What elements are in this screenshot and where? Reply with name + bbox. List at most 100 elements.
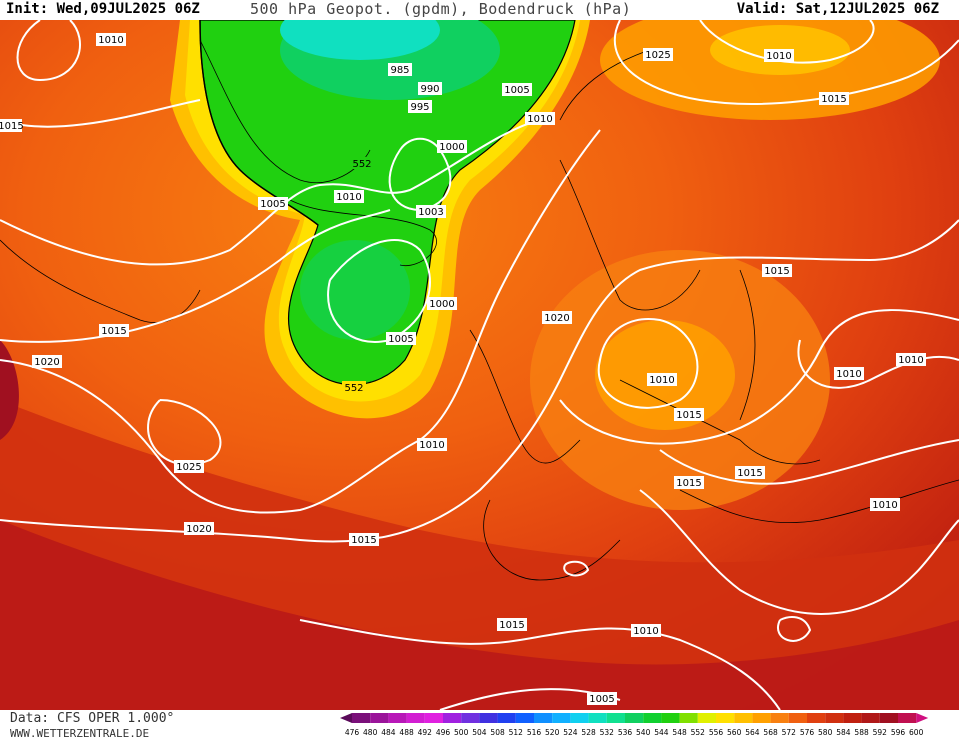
- pressure-label: 1015: [349, 533, 379, 546]
- legend-label: 484: [381, 728, 396, 737]
- svg-text:1010: 1010: [872, 500, 897, 511]
- coastlines: [0, 39, 959, 581]
- legend-label: 536: [618, 728, 633, 737]
- svg-text:1003: 1003: [418, 207, 443, 218]
- svg-text:995: 995: [410, 102, 429, 113]
- legend-labels: 476 480 484 488 492 496 500 504 508 512 516 520 524 5…: [345, 728, 924, 737]
- pressure-label: 990: [418, 82, 442, 95]
- legend-arrow-left: [340, 713, 352, 723]
- pressure-label: 1015: [99, 324, 129, 337]
- pressure-label: 1010: [764, 49, 794, 62]
- pressure-label: 1010: [631, 624, 661, 637]
- legend-swatch: [734, 713, 753, 723]
- geopotential-labels: 552 552: [342, 157, 374, 394]
- legend-swatch: [788, 713, 807, 723]
- legend-label: 576: [800, 728, 815, 737]
- legend-label: 504: [472, 728, 487, 737]
- svg-text:552: 552: [344, 383, 363, 394]
- legend-swatch: [770, 713, 789, 723]
- legend-swatch: [861, 713, 880, 723]
- legend-swatch: [606, 713, 625, 723]
- data-source: Data: CFS OPER 1.000°: [10, 711, 175, 726]
- pressure-labels: 1010 1015 985 990 995 1005 1010 1000 102…: [0, 20, 926, 705]
- svg-text:1015: 1015: [676, 410, 701, 421]
- legend-label: 480: [363, 728, 378, 737]
- legend-boxes: [340, 713, 929, 723]
- pressure-label: 1010: [334, 190, 364, 203]
- pressure-label: 1010: [896, 353, 926, 366]
- band-west: [0, 340, 19, 440]
- legend-label: 556: [709, 728, 724, 737]
- svg-text:990: 990: [420, 84, 439, 95]
- legend-label: 572: [782, 728, 797, 737]
- pressure-label: 1000: [437, 140, 467, 153]
- legend-label: 524: [563, 728, 578, 737]
- svg-text:1005: 1005: [388, 334, 413, 345]
- legend-swatch: [625, 713, 644, 723]
- color-legend: 476 480 484 488 492 496 500 504 508 512 516 520 524 5…: [340, 713, 929, 737]
- legend-label: 596: [891, 728, 906, 737]
- svg-text:1010: 1010: [898, 355, 923, 366]
- legend-label: 600: [909, 728, 924, 737]
- legend-label: 476: [345, 728, 360, 737]
- legend-swatch: [479, 713, 498, 723]
- legend-label: 532: [600, 728, 615, 737]
- pressure-label: 1010: [870, 498, 900, 511]
- legend-swatch: [424, 713, 443, 723]
- legend-label: 588: [854, 728, 869, 737]
- band-588: [0, 520, 959, 710]
- svg-text:1015: 1015: [0, 121, 24, 132]
- legend-swatch: [879, 713, 898, 723]
- legend-swatch: [388, 713, 407, 723]
- pressure-isolines: [0, 19, 959, 711]
- legend-label: 580: [818, 728, 833, 737]
- pressure-label: 1015: [674, 476, 704, 489]
- legend-label: 568: [763, 728, 778, 737]
- pressure-label: 1015: [819, 92, 849, 105]
- legend-swatch: [443, 713, 462, 723]
- svg-text:1000: 1000: [429, 299, 454, 310]
- legend-swatch: [697, 713, 716, 723]
- legend-swatch: [643, 713, 662, 723]
- svg-text:1010: 1010: [649, 375, 674, 386]
- svg-text:1015: 1015: [737, 468, 762, 479]
- pressure-label: 1020: [542, 311, 572, 324]
- svg-text:1015: 1015: [764, 266, 789, 277]
- pressure-label: 1015: [0, 20, 25, 23]
- pressure-label: 1010: [647, 373, 677, 386]
- pressure-label: 1025: [643, 48, 673, 61]
- legend-swatch: [497, 713, 516, 723]
- svg-text:1010: 1010: [527, 114, 552, 125]
- legend-label: 560: [727, 728, 742, 737]
- map-footer: Data: CFS OPER 1.000° WWW.WETTERZENTRALE…: [0, 710, 959, 741]
- svg-text:1010: 1010: [633, 626, 658, 637]
- legend-label: 540: [636, 728, 651, 737]
- init-time: Init: Wed,09JUL2025 06Z: [6, 1, 200, 17]
- map-canvas: 1010 1015 985 990 995 1005 1010 1000 102…: [0, 0, 959, 711]
- pressure-label: 1015: [497, 618, 527, 631]
- pressure-label: 1015: [0, 119, 24, 132]
- legend-label: 496: [436, 728, 451, 737]
- svg-text:1010: 1010: [766, 51, 791, 62]
- legend-swatch: [588, 713, 607, 723]
- pressure-label: 995: [408, 100, 432, 113]
- svg-text:1010: 1010: [836, 369, 861, 380]
- pressure-label: 1020: [32, 355, 62, 368]
- legend-label: 592: [873, 728, 888, 737]
- legend-swatch: [898, 713, 917, 723]
- legend-label: 552: [691, 728, 706, 737]
- legend-label: 512: [509, 728, 524, 737]
- pressure-label: 1005: [587, 692, 617, 705]
- legend-swatch: [534, 713, 553, 723]
- geopotential-552-line: [199, 19, 319, 226]
- legend-label: 548: [672, 728, 687, 737]
- pressure-label: 1015: [762, 264, 792, 277]
- trough-south-core: [300, 240, 410, 340]
- legend-label: 564: [745, 728, 760, 737]
- pressure-label: 1015: [674, 408, 704, 421]
- svg-text:1005: 1005: [589, 694, 614, 705]
- svg-text:1010: 1010: [98, 35, 123, 46]
- pressure-label: 985: [388, 63, 412, 76]
- legend-swatch: [825, 713, 844, 723]
- pressure-label: 1003: [416, 205, 446, 218]
